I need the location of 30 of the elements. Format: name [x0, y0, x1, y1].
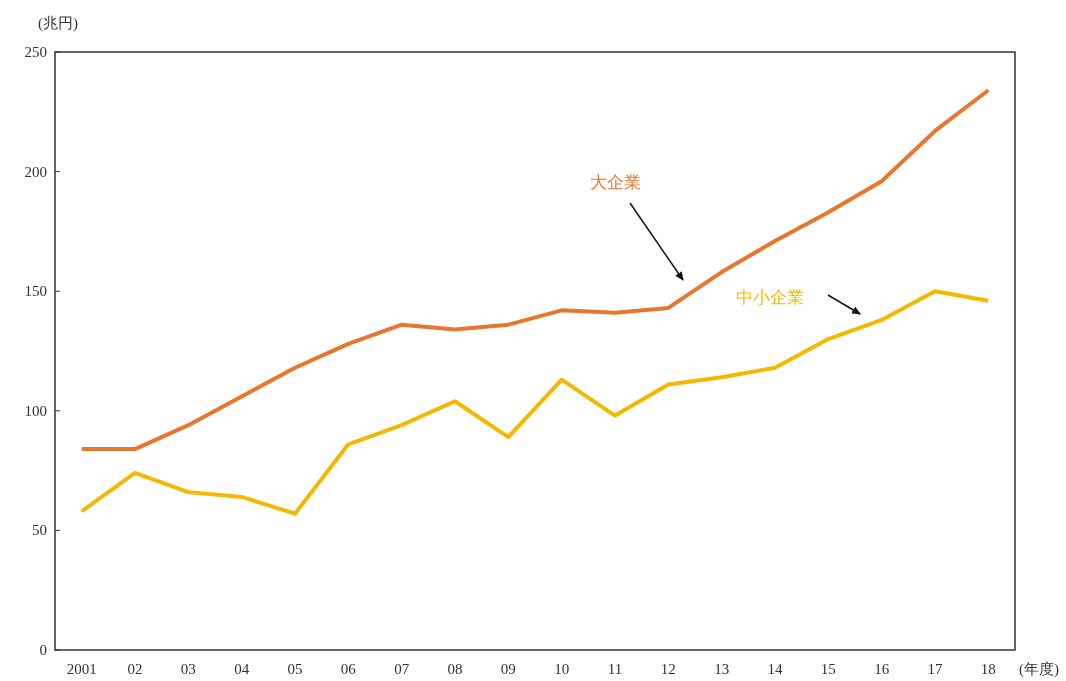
- x-tick-label: 04: [234, 661, 250, 677]
- y-tick-label: 100: [24, 402, 47, 419]
- x-tick-label: 09: [500, 661, 516, 677]
- x-tick-label: 17: [927, 661, 943, 677]
- text: 中小企業: [736, 288, 804, 307]
- x-tick-label: 2001: [66, 661, 97, 677]
- y-tick-label: 50: [32, 522, 47, 539]
- text: 大企業: [589, 173, 641, 192]
- x-tick-label: 06: [340, 661, 357, 677]
- y-tick-label: 150: [24, 283, 47, 300]
- y-tick-label: 250: [24, 44, 47, 60]
- y-tick-label: 0: [39, 642, 47, 658]
- x-tick-label: 02: [127, 661, 143, 677]
- x-tick-label: 05: [287, 661, 303, 677]
- x-tick-label: 14: [767, 661, 783, 677]
- x-tick-label: 16: [874, 661, 890, 677]
- x-tick-label: 10: [554, 661, 570, 677]
- x-tick-label: 11: [607, 661, 623, 677]
- x-tick-label: 07: [394, 661, 410, 677]
- line-series: [79, 88, 991, 452]
- x-tick-label: 03: [180, 661, 196, 677]
- x-tick-label: 08: [447, 661, 463, 677]
- x-tick-label: 15: [820, 661, 836, 677]
- x-tick-label: 12: [660, 661, 676, 677]
- x-axis-title: (年度): [1019, 661, 1059, 678]
- x-tick-label: 13: [714, 661, 730, 677]
- x-tick-label: 18: [980, 661, 996, 677]
- y-axis-title: (兆円): [38, 15, 78, 32]
- line-series: [79, 289, 991, 516]
- y-tick-label: 200: [24, 163, 47, 180]
